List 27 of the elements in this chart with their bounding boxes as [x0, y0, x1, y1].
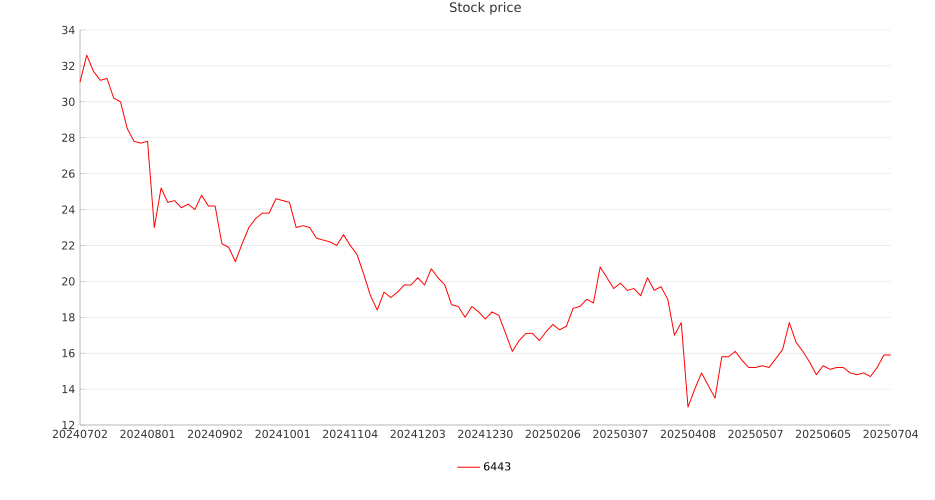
y-tick-label: 20 — [62, 277, 75, 286]
x-tick-label: 20250408 — [660, 430, 716, 438]
x-tick-label: 20241104 — [323, 430, 378, 438]
legend-label: 6443 — [484, 462, 510, 471]
x-tick-label: 20241001 — [255, 430, 310, 438]
x-tick-label: 20240702 — [52, 430, 107, 438]
x-tick-label: 20250206 — [526, 430, 580, 438]
y-tick-label: 22 — [62, 241, 74, 250]
x-tick-label: 20250507 — [728, 430, 783, 438]
y-tick-label: 24 — [62, 205, 75, 214]
chart-title: Stock price — [450, 2, 521, 15]
y-tick-label: 14 — [62, 385, 75, 394]
y-tick-label: 16 — [62, 349, 75, 358]
y-tick-label: 18 — [62, 313, 75, 322]
x-tick-label: 20250307 — [593, 430, 648, 438]
y-tick-label: 34 — [62, 26, 75, 34]
y-tick-label: 30 — [62, 98, 75, 106]
x-tick-label: 20241203 — [390, 430, 445, 438]
x-tick-label: 20250704 — [864, 430, 918, 438]
x-tick-label: 20241230 — [458, 430, 513, 438]
x-tick-label: 20240902 — [188, 430, 242, 438]
x-tick-label: 20240801 — [120, 430, 175, 438]
x-tick-label: 20250605 — [796, 430, 850, 438]
y-tick-label: 26 — [62, 169, 75, 178]
y-tick-label: 28 — [62, 134, 75, 142]
y-tick-label: 32 — [62, 62, 74, 70]
y-tick-label: 12 — [62, 420, 74, 430]
